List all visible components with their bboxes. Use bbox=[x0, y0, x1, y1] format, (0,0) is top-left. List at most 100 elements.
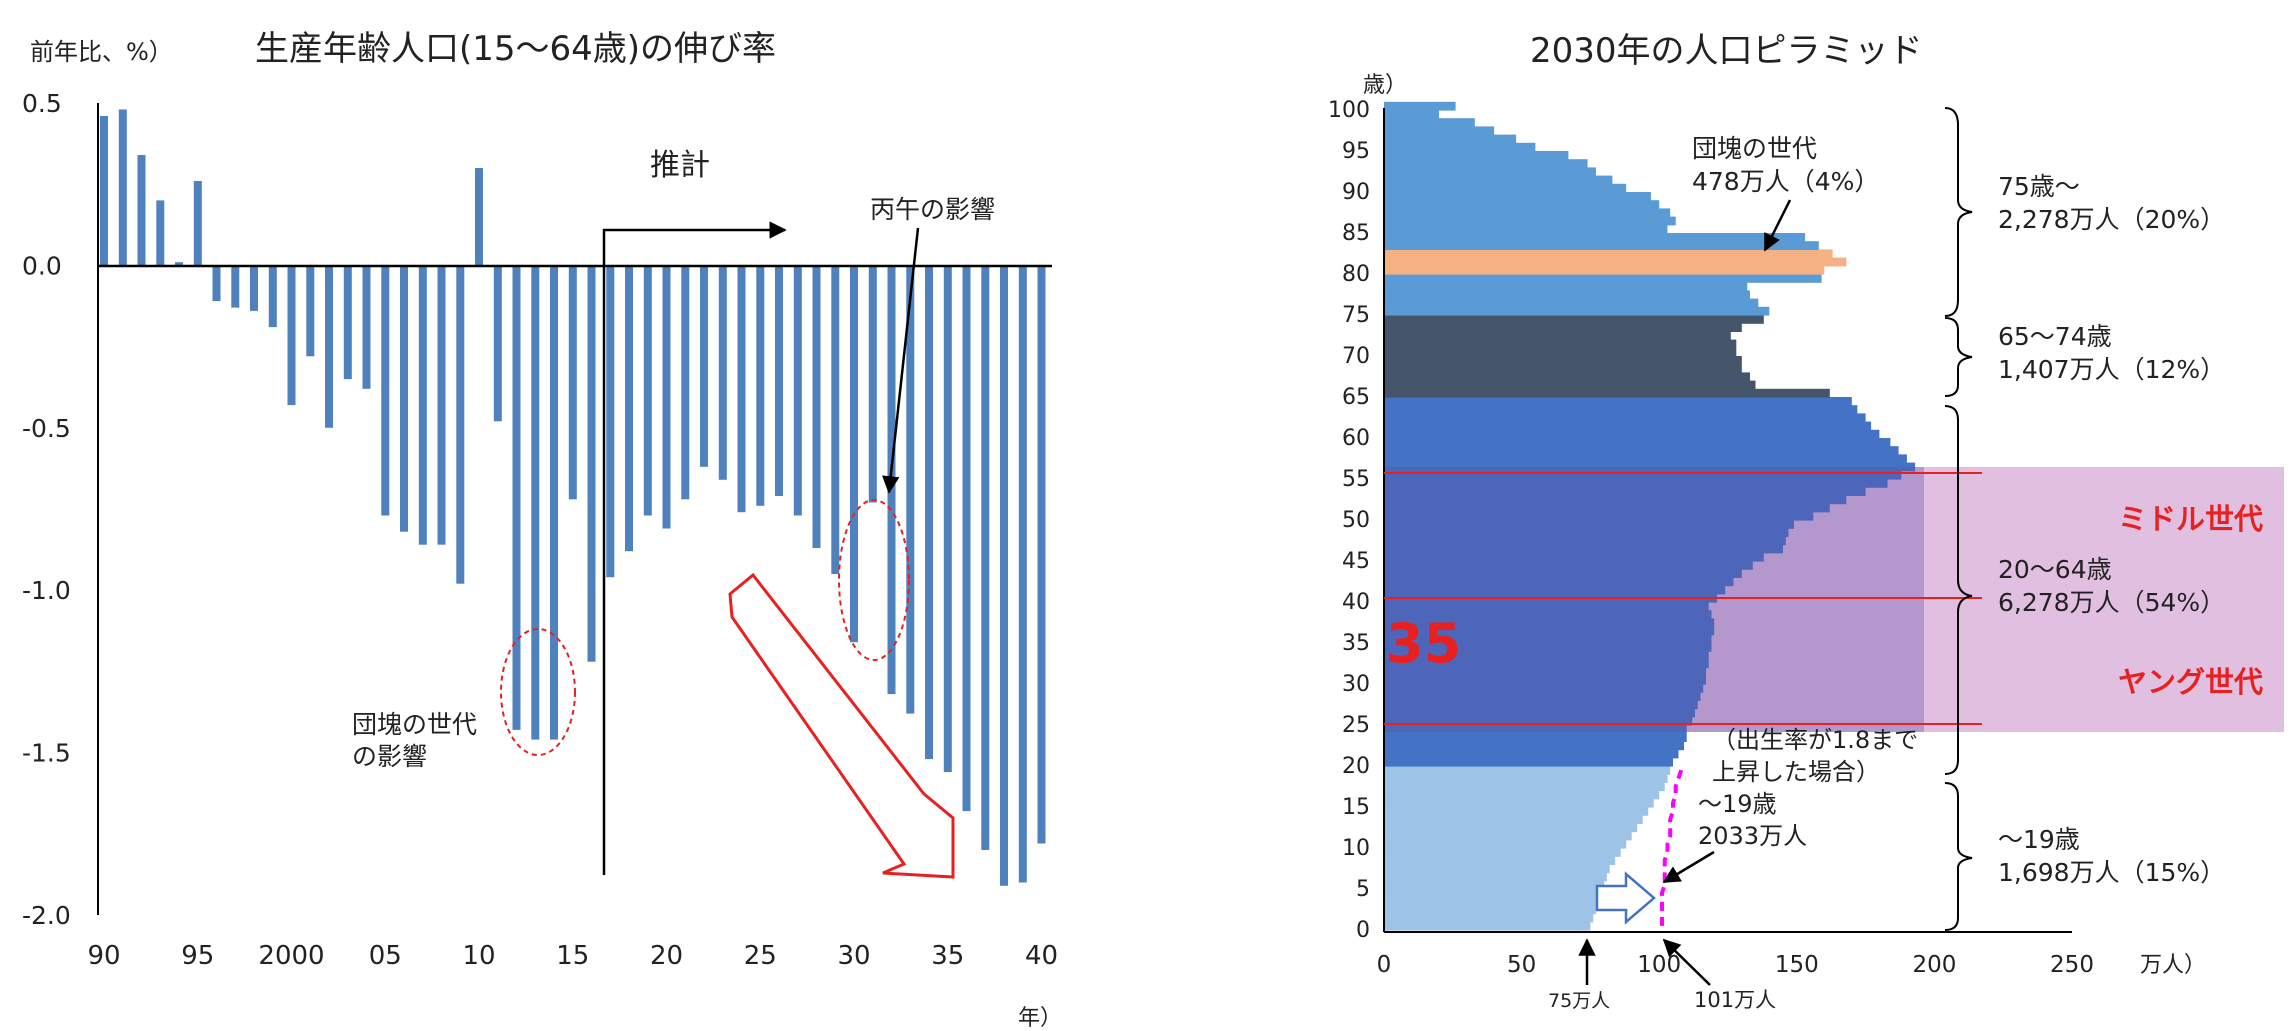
bar-2036 bbox=[962, 265, 971, 812]
dankai-annotation-line2: の影響 bbox=[352, 742, 427, 771]
pyramid-bar-age-15 bbox=[1384, 798, 1654, 808]
right-y-tick-label: 60 bbox=[1342, 426, 1370, 451]
pyramid-bar-age-45 bbox=[1384, 552, 1764, 562]
left-chart-title: 生産年齢人口(15〜64歳)の伸び率 bbox=[255, 29, 776, 69]
bar-2029 bbox=[831, 265, 840, 574]
pyramid-bar-age-27 bbox=[1384, 700, 1698, 710]
bar-2030 bbox=[850, 265, 858, 643]
pyramid-bar-age-25 bbox=[1384, 716, 1693, 726]
bar-1991 bbox=[118, 109, 127, 266]
right-x-tick-label: 250 bbox=[2050, 952, 2094, 978]
pyramid-bar-age-100 bbox=[1384, 101, 1456, 111]
pyramid-bar-age-23 bbox=[1384, 733, 1687, 742]
brace-75plus bbox=[1944, 107, 1973, 317]
bar-1997 bbox=[231, 265, 240, 308]
bar-1998 bbox=[250, 265, 258, 311]
left-x-tick-label: 05 bbox=[369, 941, 402, 971]
bar-2027 bbox=[793, 265, 802, 516]
pyramid-bar-age-95 bbox=[1384, 142, 1536, 152]
bar-1992 bbox=[137, 155, 146, 266]
pyramid-bar-age-92 bbox=[1384, 167, 1596, 177]
right-y-tick-label: 20 bbox=[1342, 754, 1370, 779]
ann-20-64-line2: 6,278万人（54%） bbox=[1998, 588, 2225, 617]
bar-1995 bbox=[193, 181, 202, 266]
pyramid-bar-age-97 bbox=[1384, 126, 1495, 136]
estimate-arrow bbox=[602, 221, 787, 875]
pyramid-bar-age-28 bbox=[1384, 692, 1701, 701]
pyramid-bar-age-46 bbox=[1384, 544, 1783, 554]
pyramid-bar-age-86 bbox=[1384, 216, 1676, 226]
pyramid-bar-age-54 bbox=[1384, 479, 1888, 488]
ann-75plus-line2: 2,278万人（20%） bbox=[1998, 205, 2225, 234]
right-y-tick-label: 90 bbox=[1342, 180, 1370, 205]
pyramid-bar-age-16 bbox=[1384, 790, 1660, 800]
pyramid-bar-age-43 bbox=[1384, 569, 1742, 578]
pyramid-bar-age-18 bbox=[1384, 774, 1668, 783]
bar-2014 bbox=[550, 265, 558, 740]
pyramid-bar-age-71 bbox=[1384, 339, 1737, 349]
pyramid-bar-age-51 bbox=[1384, 503, 1830, 513]
pyramid-bar-age-42 bbox=[1384, 577, 1734, 587]
marker-75-label: 75万人 bbox=[1548, 990, 1610, 1012]
bar-1993 bbox=[156, 200, 165, 266]
middle-young-overlay bbox=[1384, 467, 1924, 732]
pyramid-bar-age-85 bbox=[1384, 224, 1668, 234]
pyramid-bar-age-55 bbox=[1384, 470, 1902, 480]
pyramid-bar-age-59 bbox=[1384, 438, 1891, 447]
left-y-tick-label: 0.0 bbox=[22, 251, 62, 280]
pyramid-bar-age-11 bbox=[1384, 831, 1632, 841]
left-x-tick-label: 40 bbox=[1025, 941, 1058, 971]
left-bars bbox=[100, 109, 1046, 886]
bar-2037 bbox=[981, 265, 990, 850]
pyramid-bar-age-12 bbox=[1384, 823, 1638, 833]
pyramid-bar-age-33 bbox=[1384, 651, 1709, 660]
pyramid-bar-age-7 bbox=[1384, 864, 1610, 874]
bar-2012 bbox=[512, 265, 521, 730]
ann-75plus-line1: 75歳〜 bbox=[1998, 172, 2080, 201]
bar-2015 bbox=[568, 265, 577, 500]
pyramid-bar-age-70 bbox=[1384, 347, 1737, 357]
middle-generation-label: ミドル世代 bbox=[2118, 502, 2263, 536]
dankai-ellipse bbox=[500, 628, 576, 756]
bar-2008 bbox=[437, 265, 446, 545]
bar-2002 bbox=[325, 265, 333, 428]
pyramid-bar-age-76 bbox=[1384, 298, 1759, 308]
bar-2004 bbox=[362, 265, 371, 389]
right-y-tick-label: 65 bbox=[1342, 385, 1370, 410]
right-y-tick-label: 95 bbox=[1342, 139, 1370, 164]
pyramid-bar-age-50 bbox=[1384, 511, 1814, 521]
right-y-tick-label: 40 bbox=[1342, 590, 1370, 615]
pyramid-bar-age-37 bbox=[1384, 618, 1715, 628]
pyramid-bar-age-35 bbox=[1384, 634, 1712, 644]
hinoeuma-ellipse bbox=[838, 499, 910, 661]
population-pyramid-chart: 2030年の人口ピラミッド 歳） 0 5 10 15 20 25 30 35 40 45 50 55 6… bbox=[1328, 31, 2284, 1012]
pyramid-bar-age-1 bbox=[1384, 913, 1594, 923]
pyramid-bar-age-39 bbox=[1384, 602, 1709, 611]
pyramid-bar-age-26 bbox=[1384, 708, 1695, 718]
left-x-axis-label: 年） bbox=[1018, 1006, 1062, 1031]
right-y-tick-label: 30 bbox=[1342, 672, 1370, 697]
right-y-tick-label: 45 bbox=[1342, 549, 1370, 574]
left-x-tick-label: 25 bbox=[744, 941, 777, 971]
right-y-tick-label: 80 bbox=[1342, 262, 1370, 287]
ann-0-19-line2: 1,698万人（15%） bbox=[1998, 858, 2225, 887]
left-x-tick-label: 30 bbox=[837, 941, 870, 971]
left-x-tick-label: 15 bbox=[556, 941, 589, 971]
decline-trend-arrow bbox=[728, 572, 955, 879]
bar-2024 bbox=[737, 265, 746, 513]
bar-2013 bbox=[531, 265, 540, 740]
left-x-tick-label: 2000 bbox=[258, 941, 324, 971]
pyramid-bar-age-17 bbox=[1384, 782, 1665, 792]
pyramid-bar-age-94 bbox=[1384, 151, 1569, 160]
left-y-tick-label: -2.0 bbox=[22, 901, 71, 930]
pyramid-bar-age-0 bbox=[1384, 921, 1591, 931]
bar-1999 bbox=[268, 265, 277, 328]
bar-1994 bbox=[175, 262, 183, 266]
left-y-tick-label: -0.5 bbox=[22, 414, 71, 443]
pyramid-bar-age-20 bbox=[1384, 757, 1673, 767]
pyramid-bar-age-79 bbox=[1384, 274, 1822, 283]
bar-2022 bbox=[700, 265, 708, 467]
pyramid-bar-age-47 bbox=[1384, 536, 1786, 546]
pyramid-bar-age-60 bbox=[1384, 429, 1880, 439]
